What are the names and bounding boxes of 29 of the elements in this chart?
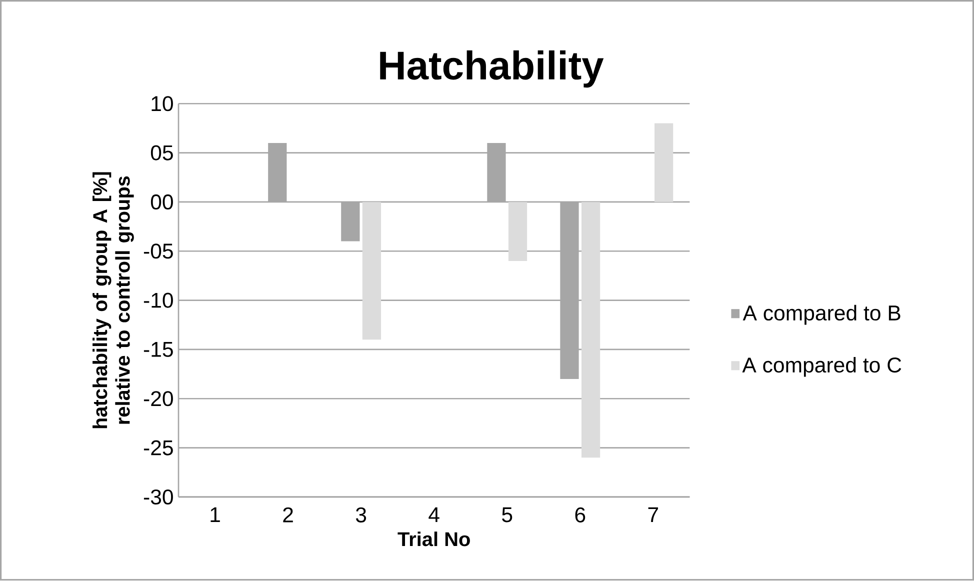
bar	[268, 143, 287, 202]
y-axis-title: hatchability of group A [%] relative to controll groups	[92, 172, 134, 428]
y-tick-label: -20	[144, 391, 173, 406]
x-axis-title: Trial No	[398, 532, 470, 546]
y-tick-label: -15	[144, 342, 173, 358]
bar	[362, 202, 382, 340]
y-tick-label: -10	[144, 292, 173, 308]
y-tick-label: 00	[150, 194, 173, 210]
y-tick-label: -30	[144, 490, 173, 505]
x-tick-label: 2	[283, 508, 293, 522]
x-tick-label: 3	[356, 508, 366, 523]
y-tick-label: 05	[150, 145, 173, 161]
y-tick-label: 10	[152, 96, 173, 112]
x-tick-label: 1	[210, 508, 220, 522]
bar	[560, 202, 579, 380]
x-tick-label: 7	[648, 508, 658, 522]
bar	[654, 123, 674, 202]
bar	[341, 202, 360, 242]
legend-label: A compared to C	[742, 357, 902, 377]
bar	[487, 143, 506, 202]
bar	[581, 202, 600, 458]
x-tick-label: 4	[428, 508, 440, 522]
x-tick-label: 6	[575, 508, 586, 523]
chart-title: Hatchability	[380, 50, 604, 88]
bar	[508, 202, 528, 262]
legend-label: A compared to B	[742, 305, 900, 325]
y-tick-label: -05	[144, 244, 173, 259]
x-tick-label: 5	[502, 508, 512, 522]
y-tick-label: -25	[144, 440, 173, 456]
